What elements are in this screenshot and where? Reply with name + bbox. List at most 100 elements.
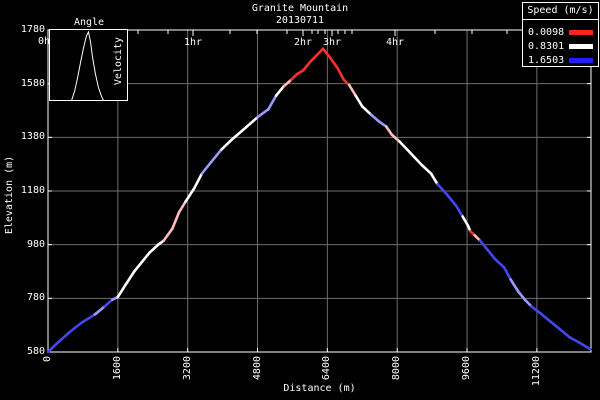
elevation-profile-segment bbox=[461, 215, 470, 228]
x-tick-label: 1600 bbox=[111, 356, 123, 381]
elevation-profile-segment bbox=[494, 258, 506, 269]
elevation-profile-segment bbox=[377, 119, 388, 128]
elevation-profile-segment bbox=[405, 148, 416, 159]
elevation-profile-segment bbox=[478, 239, 490, 252]
inset-y-axis-title: Velocity bbox=[113, 36, 124, 86]
legend-entry-swatch bbox=[569, 44, 593, 49]
elevation-profile-segment bbox=[56, 330, 72, 344]
elevation-profile-segment bbox=[210, 148, 223, 163]
elevation-profile-segment bbox=[46, 341, 60, 354]
elevation-profile-segment bbox=[578, 341, 592, 351]
elevation-profile-segment bbox=[315, 47, 325, 57]
elevation-profile-segment bbox=[184, 187, 196, 204]
elevation-profile-segment bbox=[267, 94, 278, 111]
elevation-profile-segment bbox=[436, 182, 449, 197]
elevation-profile-segment bbox=[230, 129, 244, 142]
time-axis-label: 3hr bbox=[322, 37, 342, 48]
elevation-profile-segment bbox=[360, 105, 373, 116]
legend-entry: 0.8301 bbox=[523, 40, 598, 53]
elevation-profile-segment bbox=[162, 227, 174, 242]
inset-title: Angle bbox=[73, 17, 105, 28]
elevation-profile-segment bbox=[321, 47, 331, 59]
x-tick-label: 8000 bbox=[391, 356, 403, 381]
legend-entry: 0.0098 bbox=[523, 26, 598, 39]
x-axis-title: Distance (m) bbox=[283, 383, 356, 394]
x-tick-label: 11200 bbox=[530, 356, 542, 387]
elevation-profile-segment bbox=[274, 85, 286, 98]
y-tick-label: 1180 bbox=[20, 185, 45, 196]
chart-subtitle: 20130711 bbox=[275, 15, 325, 26]
legend-title: Speed (m/s) bbox=[523, 3, 598, 20]
legend-entry: 1.6503 bbox=[523, 54, 598, 67]
elevation-profile-segment bbox=[354, 94, 364, 108]
elevation-profile-segment bbox=[200, 160, 213, 175]
elevation-profile-segment bbox=[530, 305, 542, 315]
elevation-profile-segment bbox=[177, 200, 187, 214]
elevation-profile-segment bbox=[308, 54, 318, 64]
angle-velocity-inset bbox=[49, 29, 128, 101]
legend-entry-value: 0.8301 bbox=[528, 41, 565, 52]
elevation-profile-segment bbox=[568, 335, 581, 344]
elevation-profile-segment bbox=[220, 138, 233, 151]
elevation-profile-segment bbox=[517, 290, 527, 301]
elevation-profile-segment bbox=[486, 248, 497, 261]
speed-legend: Speed (m/s) 0.0098 0.8301 1.6503 bbox=[522, 2, 599, 67]
legend-entry-value: 0.0098 bbox=[528, 27, 565, 38]
elevation-profile-segment bbox=[328, 55, 339, 69]
elevation-profile-segment bbox=[335, 66, 346, 81]
elevation-profile-segment bbox=[384, 125, 394, 136]
inset-curve-area bbox=[71, 30, 104, 101]
legend-entry-swatch bbox=[569, 58, 593, 63]
elevation-profile-segment bbox=[240, 122, 252, 132]
elevation-profile-segment bbox=[68, 321, 84, 334]
elevation-profile-segment bbox=[148, 243, 160, 255]
elevation-profile-segment bbox=[302, 60, 312, 72]
elevation-profile-segment bbox=[523, 298, 533, 308]
elevation-profile-segment bbox=[116, 283, 127, 299]
elevation-profile-segment bbox=[256, 107, 270, 119]
elevation-profile-segment bbox=[538, 311, 552, 323]
elevation-profile-segment bbox=[548, 319, 562, 331]
elevation-profile-segment bbox=[429, 172, 439, 186]
elevation-profile-segment bbox=[502, 266, 512, 281]
elevation-profile-segment bbox=[132, 260, 144, 273]
legend-entry-value: 1.6503 bbox=[528, 55, 565, 66]
time-axis-label: 4hr bbox=[385, 37, 405, 48]
elevation-profile-segment bbox=[369, 113, 380, 123]
x-tick-label: 3200 bbox=[181, 356, 193, 381]
y-tick-label: 1380 bbox=[20, 131, 45, 143]
time-axis-label: 1hr bbox=[183, 37, 203, 48]
elevation-profile-segment bbox=[93, 305, 107, 316]
elevation-profile-segment bbox=[282, 78, 293, 88]
y-tick-label: 1580 bbox=[20, 77, 45, 89]
elevation-profile-segment bbox=[140, 251, 151, 264]
elevation-profile-segment bbox=[80, 313, 97, 324]
elevation-profile-segment bbox=[413, 156, 424, 167]
x-tick-label: 6400 bbox=[321, 356, 333, 381]
y-tick-label: 780 bbox=[26, 292, 45, 304]
elevation-profile-segment bbox=[390, 133, 401, 143]
elevation-profile-segment bbox=[398, 140, 409, 151]
y-tick-label: 980 bbox=[26, 238, 45, 250]
chart-title: Granite Mountain bbox=[251, 3, 349, 14]
elevation-profile-segment bbox=[509, 278, 520, 293]
elevation-profile-segment bbox=[558, 327, 571, 339]
time-axis-label: 2hr bbox=[293, 37, 313, 48]
legend-entry-swatch bbox=[569, 30, 593, 35]
elevation-profile-segment bbox=[192, 172, 204, 190]
y-tick-label: 1780 bbox=[20, 24, 45, 35]
x-tick-label: 9600 bbox=[461, 356, 473, 381]
elevation-profile-segment bbox=[124, 270, 136, 287]
elevation-profile-segment bbox=[248, 115, 259, 126]
time-axis-label-0hr: 0hr bbox=[38, 36, 57, 47]
elevation-profile-segment bbox=[454, 204, 464, 218]
y-tick-label: 580 bbox=[26, 346, 45, 357]
elevation-profile-segment bbox=[446, 193, 458, 208]
elevation-profile-segment bbox=[420, 164, 433, 175]
x-tick-label: 4800 bbox=[251, 356, 263, 381]
elevation-profile-segment bbox=[171, 211, 181, 230]
angle-distribution-curve bbox=[71, 30, 104, 101]
elevation-profile-segment bbox=[103, 298, 114, 308]
